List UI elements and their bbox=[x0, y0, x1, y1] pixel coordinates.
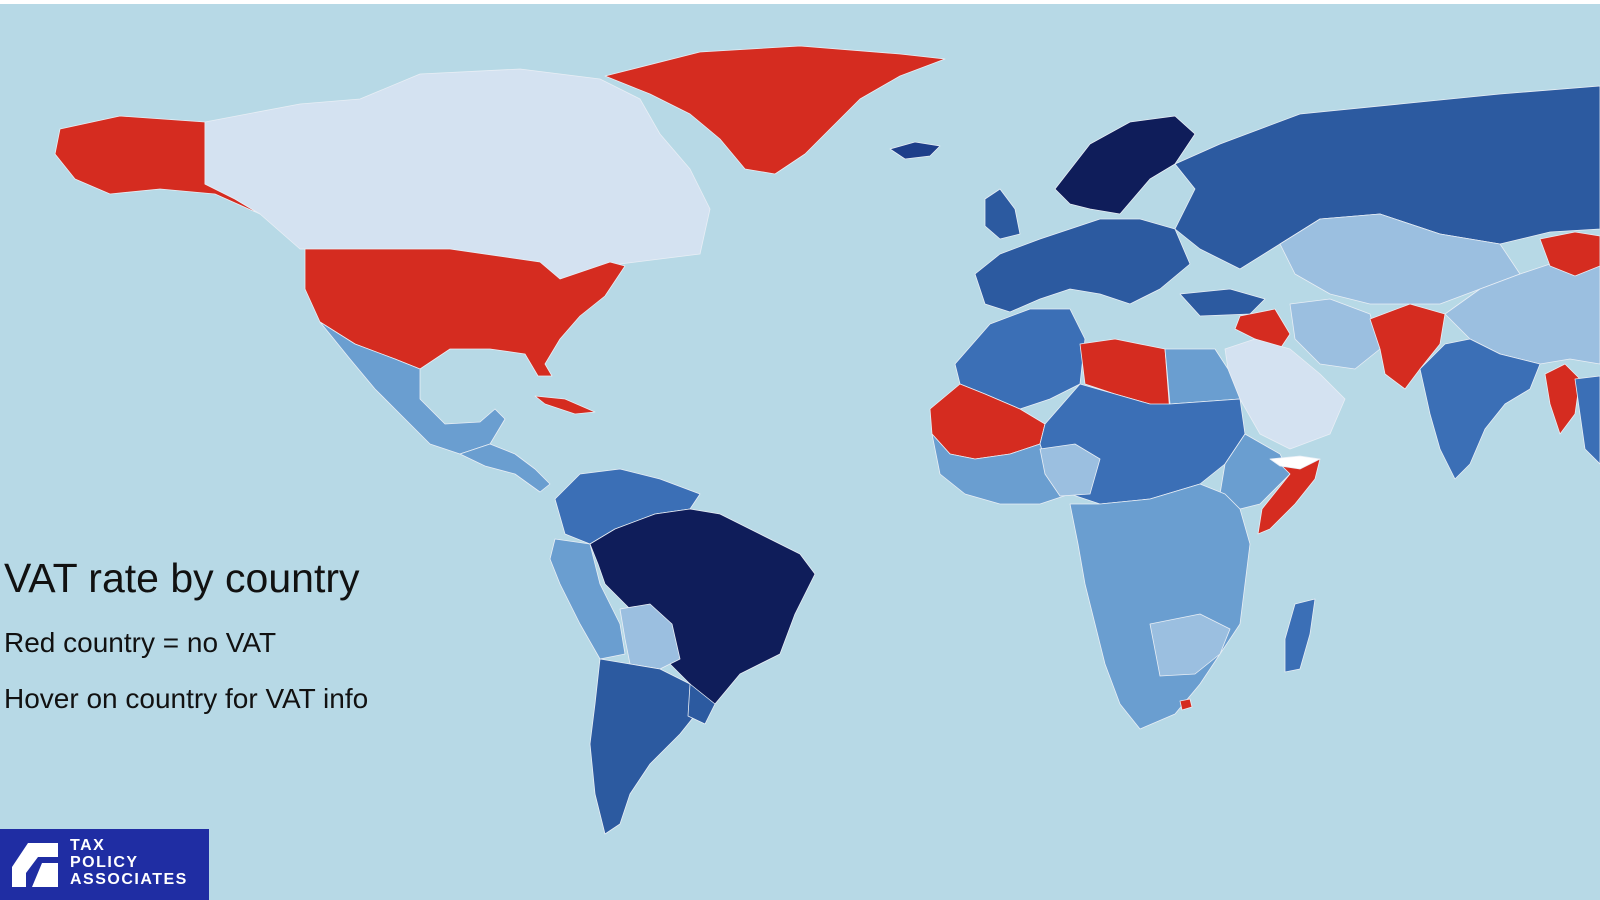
country-central-southern-africa[interactable] bbox=[1069, 483, 1251, 730]
country-peru[interactable] bbox=[549, 538, 626, 660]
country-somalia[interactable] bbox=[1257, 458, 1321, 535]
country-bolivia[interactable] bbox=[619, 603, 681, 670]
country-iran[interactable] bbox=[1289, 298, 1381, 370]
country-southeast-asia[interactable] bbox=[1574, 375, 1600, 465]
country-canada[interactable] bbox=[204, 68, 711, 280]
country-greenland[interactable] bbox=[604, 45, 946, 175]
brand-name-line-3: ASSOCIATES bbox=[70, 871, 188, 888]
legend-no-vat-note: Red country = no VAT bbox=[4, 627, 277, 658]
country-turkey[interactable] bbox=[1179, 288, 1266, 317]
country-cuba[interactable] bbox=[534, 395, 596, 415]
country-alaska[interactable] bbox=[54, 115, 261, 215]
brand-badge[interactable]: TAX POLICY ASSOCIATES bbox=[0, 829, 209, 900]
country-united-kingdom[interactable] bbox=[984, 188, 1021, 240]
world-map[interactable] bbox=[0, 4, 1600, 900]
country-central-america[interactable] bbox=[459, 443, 551, 493]
country-nigeria[interactable] bbox=[1039, 443, 1101, 497]
brand-name: TAX POLICY ASSOCIATES bbox=[70, 837, 188, 888]
country-scandinavia[interactable] bbox=[1054, 115, 1196, 215]
country-western-europe[interactable] bbox=[974, 218, 1191, 313]
brand-name-line-1: TAX bbox=[70, 837, 106, 854]
country-mongolia-region[interactable] bbox=[1539, 231, 1600, 277]
country-madagascar[interactable] bbox=[1284, 598, 1316, 673]
country-egypt[interactable] bbox=[1164, 348, 1241, 405]
country-india[interactable] bbox=[1419, 338, 1541, 480]
brand-name-line-2: POLICY bbox=[70, 854, 139, 871]
country-lesotho[interactable] bbox=[1179, 698, 1193, 711]
country-iceland[interactable] bbox=[889, 141, 941, 160]
country-mozambique-zimbabwe[interactable] bbox=[1149, 613, 1231, 677]
map-title: VAT rate by country bbox=[4, 555, 360, 601]
country-argentina[interactable] bbox=[589, 658, 701, 835]
tax-policy-associates-logo-icon bbox=[12, 843, 58, 887]
legend-hover-hint: Hover on country for VAT info bbox=[4, 683, 369, 714]
country-somaliland[interactable] bbox=[1269, 455, 1321, 470]
world-map-container bbox=[0, 4, 1600, 900]
country-myanmar[interactable] bbox=[1544, 363, 1581, 435]
country-mexico[interactable] bbox=[319, 321, 506, 455]
country-uruguay[interactable] bbox=[687, 683, 716, 725]
